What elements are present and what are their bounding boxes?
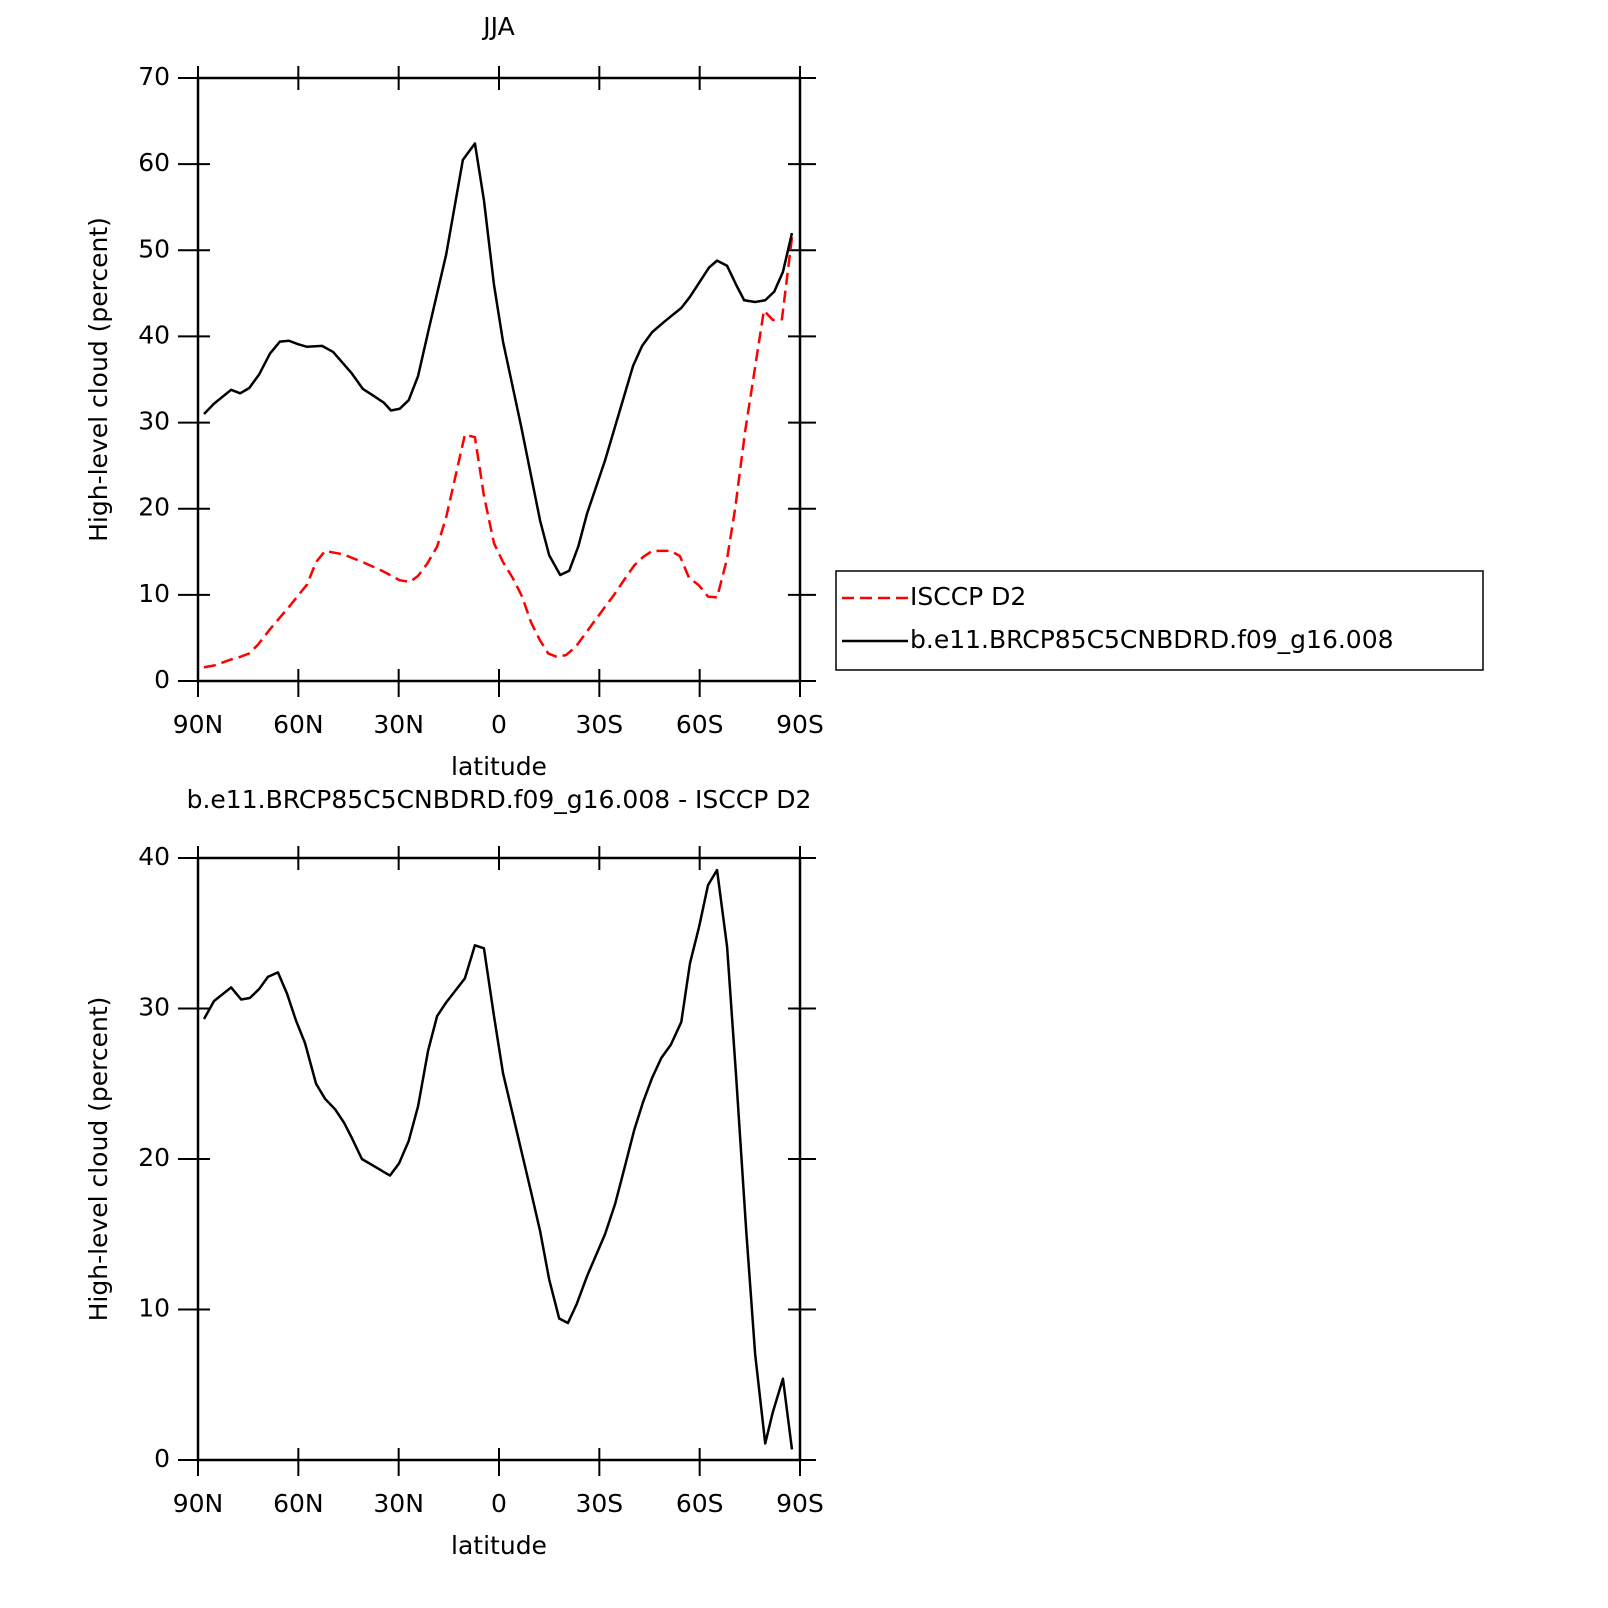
chart-title: JJA xyxy=(481,12,514,41)
x-tick-label: 0 xyxy=(491,1489,507,1518)
x-tick-label: 30S xyxy=(575,1489,623,1518)
plot-frame xyxy=(196,856,802,1462)
legend-label: ISCCP D2 xyxy=(910,582,1026,611)
x-tick-label: 60S xyxy=(676,1489,724,1518)
y-tick-label: 10 xyxy=(138,1294,170,1323)
y-tick-label: 30 xyxy=(138,993,170,1022)
y-tick-label: 50 xyxy=(138,234,170,263)
y-tick-label: 40 xyxy=(138,842,170,871)
legend-label: b.e11.BRCP85C5CNBDRD.f09_g16.008 xyxy=(910,625,1394,654)
series-line xyxy=(202,868,794,1450)
x-tick-label: 30S xyxy=(575,710,623,739)
x-tick-label: 0 xyxy=(491,710,507,739)
x-tick-label: 60N xyxy=(273,710,324,739)
x-tick-label: 90N xyxy=(173,710,224,739)
series-line xyxy=(203,237,794,669)
x-tick-label: 30N xyxy=(373,710,424,739)
y-tick-label: 0 xyxy=(154,1444,170,1473)
y-tick-label: 30 xyxy=(138,407,170,436)
y-tick-label: 20 xyxy=(138,493,170,522)
y-tick-label: 10 xyxy=(138,579,170,608)
y-tick-label: 60 xyxy=(138,148,170,177)
y-tick-label: 0 xyxy=(154,665,170,694)
series-line xyxy=(203,142,794,577)
x-tick-label: 60N xyxy=(273,1489,324,1518)
chart-title: b.e11.BRCP85C5CNBDRD.f09_g16.008 - ISCCP… xyxy=(187,785,812,814)
plot-frame xyxy=(196,76,802,683)
x-tick-label: 60S xyxy=(676,710,724,739)
x-axis-label: latitude xyxy=(451,1531,547,1560)
y-tick-label: 40 xyxy=(138,320,170,349)
x-tick-label: 30N xyxy=(373,1489,424,1518)
y-axis-label: High-level cloud (percent) xyxy=(84,997,113,1322)
y-axis-label: High-level cloud (percent) xyxy=(84,217,113,542)
x-tick-label: 90N xyxy=(173,1489,224,1518)
y-tick-label: 70 xyxy=(138,62,170,91)
x-axis-label: latitude xyxy=(451,752,547,781)
legend-box xyxy=(835,570,1484,671)
x-tick-label: 90S xyxy=(776,710,824,739)
x-tick-label: 90S xyxy=(776,1489,824,1518)
y-tick-label: 20 xyxy=(138,1143,170,1172)
